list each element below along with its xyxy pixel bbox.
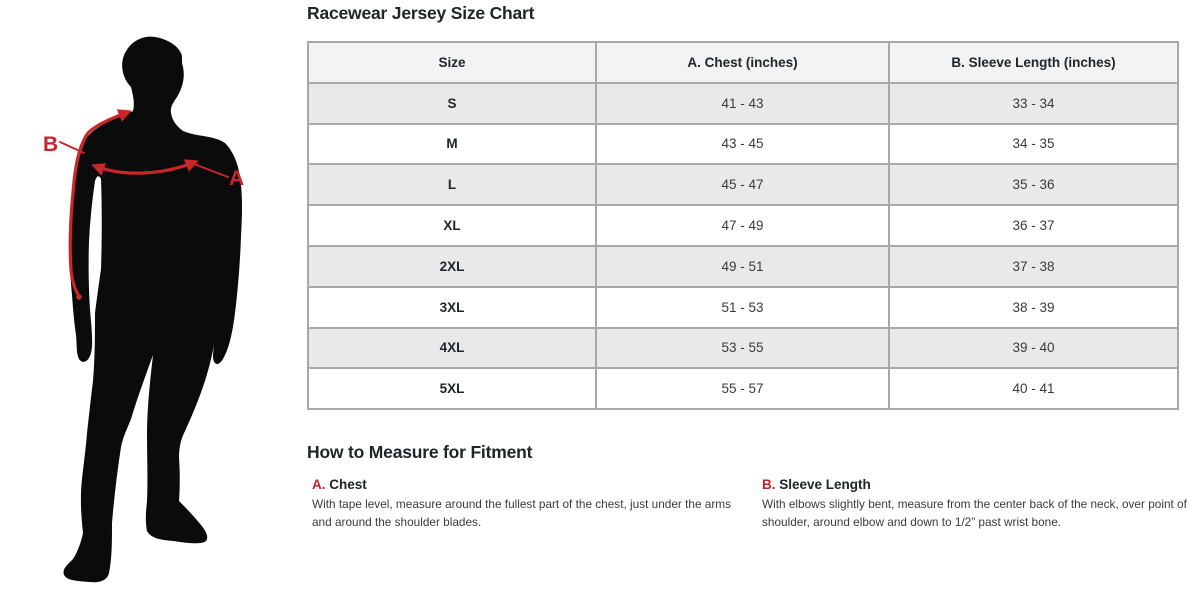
- sleeve-cell: 36 - 37: [888, 204, 1179, 247]
- chest-instruction-title: A. Chest: [312, 477, 750, 492]
- sleeve-cell: 38 - 39: [888, 285, 1179, 329]
- male-silhouette: [63, 36, 243, 583]
- measure-section-heading: How to Measure for Fitment: [307, 442, 533, 462]
- size-chart-table: Size A. Chest (inches) B. Sleeve Length …: [307, 41, 1179, 411]
- col-header-sleeve: B. Sleeve Length (inches): [888, 41, 1179, 84]
- table-row-l: L 45 - 47 35 - 36: [307, 163, 1179, 207]
- label-b-pointer-line: [59, 141, 85, 154]
- chest-cell: 53 - 55: [595, 326, 890, 370]
- chest-instruction-text: With tape level, measure around the full…: [312, 497, 732, 529]
- size-cell: 3XL: [307, 285, 597, 329]
- measure-instructions-sleeve: B. Sleeve Length With elbows slightly be…: [762, 477, 1190, 531]
- header-row: Size A. Chest (inches) B. Sleeve Length …: [307, 41, 1179, 84]
- size-cell: S: [307, 81, 597, 125]
- measurement-figure: B A: [35, 25, 285, 585]
- table-row-m: M 43 - 45 34 - 35: [307, 122, 1179, 166]
- col-header-size: Size: [307, 41, 597, 84]
- table-row-xl: XL 47 - 49 36 - 37: [307, 204, 1179, 247]
- size-cell: 5XL: [307, 367, 597, 411]
- sleeve-cell: 40 - 41: [888, 367, 1179, 411]
- chest-label-prefix: A.: [312, 477, 326, 492]
- size-cell: L: [307, 163, 597, 207]
- sleeve-cell: 39 - 40: [888, 326, 1179, 370]
- table-row-3xl: 3XL 51 - 53 38 - 39: [307, 285, 1179, 329]
- sleeve-line-end-dot: [76, 294, 82, 300]
- sleeve-measure-line: [68, 109, 132, 298]
- size-cell: XL: [307, 204, 597, 247]
- sleeve-instruction-title: B. Sleeve Length: [762, 477, 1190, 492]
- chest-cell: 51 - 53: [595, 285, 890, 329]
- chest-measure-line: [91, 159, 199, 176]
- chest-cell: 55 - 57: [595, 367, 890, 411]
- figure-label-b: B: [43, 133, 58, 156]
- col-header-chest: A. Chest (inches): [595, 41, 890, 84]
- sleeve-label-title: Sleeve Length: [779, 477, 871, 492]
- figure-label-a: A: [229, 167, 244, 190]
- size-cell: 4XL: [307, 326, 597, 370]
- sleeve-cell: 34 - 35: [888, 122, 1179, 166]
- chest-cell: 45 - 47: [595, 163, 890, 207]
- table-row-s: S 41 - 43 33 - 34: [307, 81, 1179, 125]
- sleeve-label-prefix: B.: [762, 477, 776, 492]
- sleeve-instruction-text: With elbows slightly bent, measure from …: [762, 497, 1187, 529]
- page-title: Racewear Jersey Size Chart: [307, 3, 535, 23]
- table-row-2xl: 2XL 49 - 51 37 - 38: [307, 244, 1179, 288]
- label-a-pointer-line: [193, 163, 229, 178]
- chest-cell: 41 - 43: [595, 81, 890, 125]
- chest-cell: 47 - 49: [595, 204, 890, 247]
- sleeve-cell: 35 - 36: [888, 163, 1179, 207]
- chest-cell: 49 - 51: [595, 244, 890, 288]
- size-cell: 2XL: [307, 244, 597, 288]
- table-row-4xl: 4XL 53 - 55 39 - 40: [307, 326, 1179, 370]
- table-row-5xl: 5XL 55 - 57 40 - 41: [307, 367, 1179, 411]
- sleeve-cell: 33 - 34: [888, 81, 1179, 125]
- size-cell: M: [307, 122, 597, 166]
- sleeve-cell: 37 - 38: [888, 244, 1179, 288]
- male-silhouette-svg: B A: [43, 36, 244, 583]
- chest-label-title: Chest: [329, 477, 367, 492]
- measure-instructions-chest: A. Chest With tape level, measure around…: [312, 477, 750, 531]
- chest-cell: 43 - 45: [595, 122, 890, 166]
